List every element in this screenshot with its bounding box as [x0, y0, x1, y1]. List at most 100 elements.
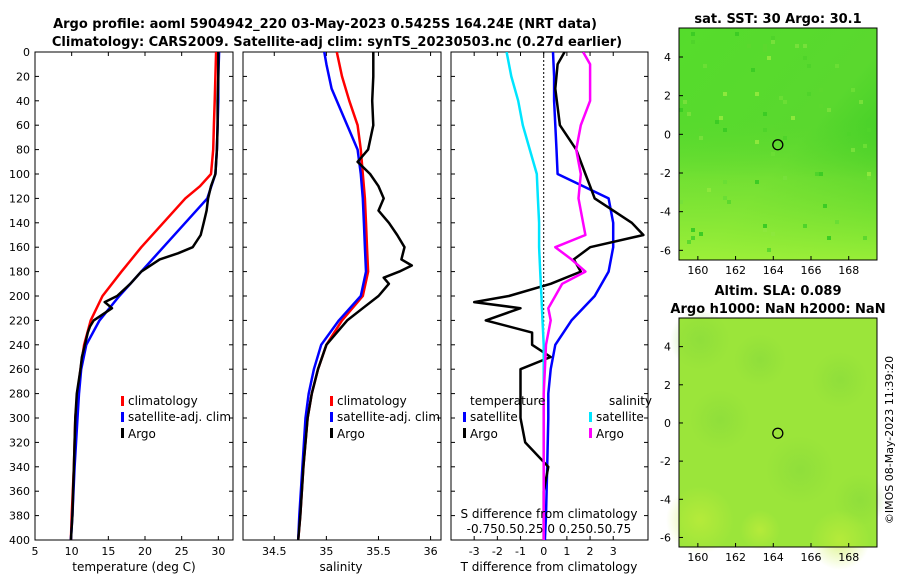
- depth-tick-label: 280: [9, 388, 30, 401]
- sst-cell: [795, 44, 799, 48]
- sst-cell: [763, 112, 767, 116]
- salinity-x-ticks: 34.5 35 35.5 36: [243, 51, 441, 558]
- sst-cell: [755, 140, 759, 144]
- sst-cell: [755, 180, 759, 184]
- legend-swatch-argo: [121, 428, 124, 438]
- series-argo: [296, 52, 414, 540]
- legend-swatch-temp-satellite: [463, 412, 466, 422]
- sst-cell: [763, 44, 767, 48]
- sst-cell: [803, 56, 807, 60]
- sst-map-ticks: 160 162 164 166 168 4 2 0 -2 -4 -6: [660, 51, 859, 277]
- sst-cell: [683, 100, 687, 104]
- legend-label-sal-argo: Argo: [596, 427, 624, 441]
- sst-cell: [779, 96, 783, 100]
- depth-tick-labels: 0 20 40 60 80 100 120 140 160 180 200 220 240 260 280 3…: [9, 46, 30, 547]
- sst-cell: [699, 136, 703, 140]
- map-x-tick-label: 168: [838, 551, 859, 564]
- legend-label-climatology: climatology: [337, 394, 407, 408]
- sst-cell: [719, 116, 723, 120]
- legend-swatch-sal-argo: [589, 428, 592, 438]
- imos-watermark: ©IMOS 08-May-2023 11:39:20: [883, 356, 896, 524]
- sst-cell: [715, 120, 719, 124]
- legend-label-argo: Argo: [337, 427, 365, 441]
- sst-cell: [807, 92, 811, 96]
- sst-cell: [827, 108, 831, 112]
- depth-tick-label: 340: [9, 461, 30, 474]
- sst-cell: [783, 100, 787, 104]
- sst-cell: [751, 68, 755, 72]
- legend-swatch-argo: [330, 428, 333, 438]
- sst-cell: [687, 240, 691, 244]
- legend-label-temp-argo: Argo: [470, 427, 498, 441]
- sst-cell: [735, 32, 739, 36]
- map-x-tick-label: 168: [838, 264, 859, 277]
- sst-cell: [691, 236, 695, 240]
- x-tick-label: 10: [65, 545, 79, 558]
- series-temperature-argo: [472, 52, 645, 540]
- legend-title-temperature: temperature: [470, 394, 545, 408]
- sst-cell: [763, 228, 767, 232]
- map-y-tick-label: 0: [664, 128, 671, 141]
- sst-cell: [803, 224, 807, 228]
- x-tick-label: 20: [138, 545, 152, 558]
- depth-tick-label: 320: [9, 436, 30, 449]
- sst-cell: [771, 232, 775, 236]
- depth-tick-label: 100: [9, 168, 30, 181]
- sst-cell: [807, 64, 811, 68]
- sst-cell: [835, 220, 839, 224]
- sst-cell: [747, 44, 751, 48]
- map-y-tick-label: 2: [664, 379, 671, 392]
- x-tick-label: 35: [319, 545, 333, 558]
- sst-map-title: sat. SST: 30 Argo: 30.1: [694, 12, 861, 27]
- sla-cell: [740, 510, 780, 550]
- x-tick-label: 15: [101, 545, 115, 558]
- x-tick-label: 3: [610, 545, 617, 558]
- depth-tick-label: 380: [9, 510, 30, 523]
- salinity-axes-box: [242, 51, 442, 541]
- salinity-lines: [296, 52, 414, 540]
- sst-cell: [819, 172, 823, 176]
- map-y-tick-label: -6: [660, 244, 671, 257]
- sst-cell: [691, 40, 695, 44]
- x-tick-label: 25: [175, 545, 189, 558]
- sst-cell: [763, 128, 767, 132]
- x-tick-label: -3: [469, 545, 480, 558]
- map-y-tick-label: -4: [660, 206, 671, 219]
- map-y-tick-label: 4: [664, 341, 671, 354]
- sst-cell: [783, 136, 787, 140]
- sst-heatmap-overlay: [679, 28, 877, 260]
- sst-cell: [687, 112, 691, 116]
- map-x-tick-label: 166: [801, 264, 822, 277]
- series-salinity-argo: [542, 52, 592, 540]
- sst-cell: [723, 180, 727, 184]
- sst-cell: [767, 56, 771, 60]
- sst-cell: [755, 92, 759, 96]
- sst-heatmap-cells: [679, 32, 871, 252]
- legend-title-salinity: salinity: [609, 394, 652, 408]
- map-x-tick-label: 160: [687, 264, 708, 277]
- sst-cell: [763, 48, 767, 52]
- legend-label-temp-satellite: satellite: [470, 410, 518, 424]
- sst-map-panel: sat. SST: 30 Argo: 30.1 160 162 164 166 168 4…: [660, 12, 878, 277]
- sla-cell: [810, 510, 870, 570]
- sst-cell: [679, 108, 683, 112]
- difference-xlabel: T difference from climatology: [460, 560, 638, 574]
- temperature-axes-box: [34, 51, 234, 541]
- sst-cell: [851, 148, 855, 152]
- difference-x-ticks: -3 -2 -1 0 1 2 3: [451, 51, 648, 558]
- sst-cell: [847, 132, 851, 136]
- legend-swatch-satellite: [121, 412, 124, 422]
- legend-label-sal-satellite: satellite: [596, 410, 644, 424]
- temperature-x-ticks: 5 10 15 20 25 30: [32, 51, 233, 558]
- sst-cell: [867, 128, 871, 132]
- sst-cell: [867, 176, 871, 180]
- sla-heatmap-cells: [666, 310, 886, 570]
- sst-cell: [823, 204, 827, 208]
- x-tick-label: -2: [492, 545, 503, 558]
- salinity-xlabel: salinity: [319, 560, 362, 574]
- depth-tick-label: 200: [9, 290, 30, 303]
- depth-tick-label: 40: [16, 95, 30, 108]
- map-y-tick-label: -6: [660, 531, 671, 544]
- sst-cell: [727, 200, 731, 204]
- salinity-panel: 34.5 35 35.5 36 salinity climatology satell…: [242, 51, 442, 574]
